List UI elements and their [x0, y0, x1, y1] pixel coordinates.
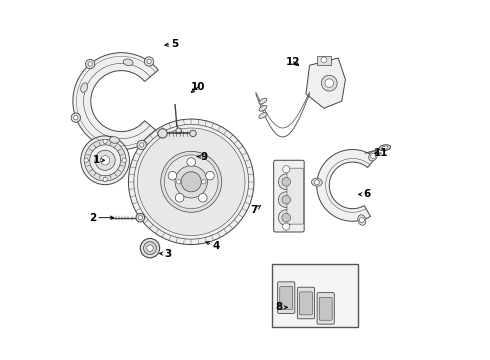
Circle shape	[145, 57, 154, 66]
FancyBboxPatch shape	[317, 293, 334, 324]
Circle shape	[147, 245, 153, 251]
Circle shape	[201, 180, 206, 184]
Circle shape	[161, 151, 221, 212]
Circle shape	[103, 139, 107, 143]
Ellipse shape	[379, 145, 391, 151]
Ellipse shape	[109, 137, 120, 143]
Circle shape	[84, 158, 88, 162]
Polygon shape	[73, 53, 158, 149]
Circle shape	[278, 174, 294, 190]
Circle shape	[88, 62, 92, 66]
Circle shape	[136, 213, 145, 222]
Circle shape	[90, 145, 121, 176]
Circle shape	[137, 128, 245, 235]
Circle shape	[283, 166, 290, 173]
Circle shape	[147, 59, 151, 64]
Circle shape	[95, 150, 115, 170]
Ellipse shape	[312, 178, 322, 186]
Circle shape	[283, 223, 290, 230]
Polygon shape	[317, 149, 376, 221]
Text: 3: 3	[160, 248, 172, 258]
Circle shape	[282, 195, 291, 204]
Circle shape	[278, 210, 294, 226]
Circle shape	[321, 57, 327, 63]
Ellipse shape	[259, 98, 267, 104]
Circle shape	[168, 171, 177, 180]
Circle shape	[190, 130, 196, 136]
Circle shape	[81, 136, 129, 185]
Circle shape	[175, 166, 207, 198]
Circle shape	[137, 140, 147, 150]
FancyBboxPatch shape	[278, 282, 295, 314]
FancyBboxPatch shape	[274, 160, 304, 232]
Ellipse shape	[368, 151, 378, 161]
Polygon shape	[306, 58, 345, 108]
Circle shape	[138, 216, 143, 220]
Ellipse shape	[259, 113, 267, 118]
Text: 4: 4	[206, 241, 220, 251]
Circle shape	[85, 59, 95, 69]
Circle shape	[74, 116, 78, 120]
Text: 7: 7	[250, 206, 261, 216]
Circle shape	[370, 153, 376, 158]
Ellipse shape	[123, 59, 133, 66]
Text: 11: 11	[374, 148, 389, 158]
Circle shape	[140, 143, 144, 147]
FancyBboxPatch shape	[280, 287, 293, 310]
Circle shape	[187, 158, 196, 166]
Circle shape	[84, 139, 126, 181]
Circle shape	[175, 193, 184, 202]
Circle shape	[315, 180, 319, 185]
Circle shape	[359, 217, 365, 222]
Text: 8: 8	[275, 302, 288, 312]
FancyBboxPatch shape	[287, 168, 303, 224]
Circle shape	[144, 242, 156, 255]
FancyBboxPatch shape	[297, 287, 315, 319]
Text: 5: 5	[165, 39, 179, 49]
Circle shape	[158, 129, 167, 138]
Bar	[317, 56, 331, 65]
Text: 6: 6	[359, 189, 370, 199]
Ellipse shape	[382, 146, 388, 149]
Text: 1: 1	[93, 155, 104, 165]
Circle shape	[282, 213, 291, 222]
Circle shape	[164, 155, 218, 209]
Text: 2: 2	[89, 213, 114, 222]
Circle shape	[278, 192, 294, 208]
Circle shape	[100, 156, 110, 165]
Ellipse shape	[81, 83, 88, 93]
Circle shape	[282, 177, 291, 186]
Circle shape	[134, 125, 248, 239]
Circle shape	[140, 238, 160, 258]
Text: 10: 10	[191, 82, 206, 93]
Circle shape	[321, 75, 337, 91]
Circle shape	[181, 172, 201, 192]
Circle shape	[122, 158, 126, 162]
Text: 12: 12	[286, 57, 301, 67]
Circle shape	[176, 128, 181, 134]
Circle shape	[71, 113, 80, 122]
Circle shape	[325, 79, 334, 87]
Ellipse shape	[259, 105, 267, 111]
Text: 9: 9	[197, 152, 207, 162]
Circle shape	[198, 193, 207, 202]
Ellipse shape	[358, 215, 366, 225]
Circle shape	[176, 180, 181, 184]
Bar	[272, 264, 358, 327]
FancyBboxPatch shape	[299, 292, 313, 315]
Circle shape	[206, 171, 214, 180]
Circle shape	[103, 177, 107, 181]
FancyBboxPatch shape	[319, 297, 332, 320]
Circle shape	[128, 119, 254, 244]
